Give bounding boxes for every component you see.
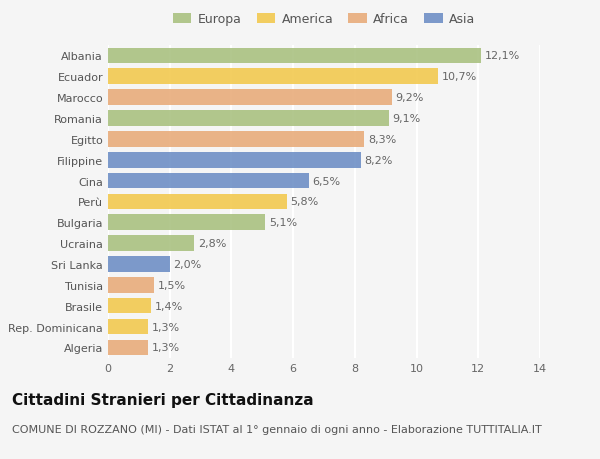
Text: 5,1%: 5,1% [269,218,297,228]
Text: 2,0%: 2,0% [173,259,202,269]
Text: 6,5%: 6,5% [312,176,340,186]
Text: 5,8%: 5,8% [290,197,319,207]
Bar [108,236,194,252]
Bar [108,69,438,85]
Bar [108,152,361,168]
Bar [108,132,364,147]
Text: 1,3%: 1,3% [152,342,180,353]
Bar [108,257,170,272]
Text: 10,7%: 10,7% [442,72,477,82]
Bar [108,340,148,355]
Bar [108,49,481,64]
Bar [108,90,392,106]
Bar [108,194,287,210]
Text: COMUNE DI ROZZANO (MI) - Dati ISTAT al 1° gennaio di ogni anno - Elaborazione TU: COMUNE DI ROZZANO (MI) - Dati ISTAT al 1… [12,425,542,435]
Text: 1,4%: 1,4% [155,301,183,311]
Text: 9,2%: 9,2% [395,93,424,103]
Text: 1,5%: 1,5% [158,280,186,290]
Text: Cittadini Stranieri per Cittadinanza: Cittadini Stranieri per Cittadinanza [12,392,314,408]
Text: 9,1%: 9,1% [392,114,421,124]
Bar [108,174,308,189]
Bar [108,215,265,230]
Text: 8,3%: 8,3% [368,134,396,145]
Legend: Europa, America, Africa, Asia: Europa, America, Africa, Asia [167,8,481,31]
Text: 2,8%: 2,8% [198,239,226,249]
Text: 8,2%: 8,2% [365,155,393,165]
Text: 1,3%: 1,3% [152,322,180,332]
Text: 12,1%: 12,1% [485,51,520,62]
Bar [108,111,389,127]
Bar [108,277,154,293]
Bar [108,319,148,335]
Bar [108,298,151,314]
